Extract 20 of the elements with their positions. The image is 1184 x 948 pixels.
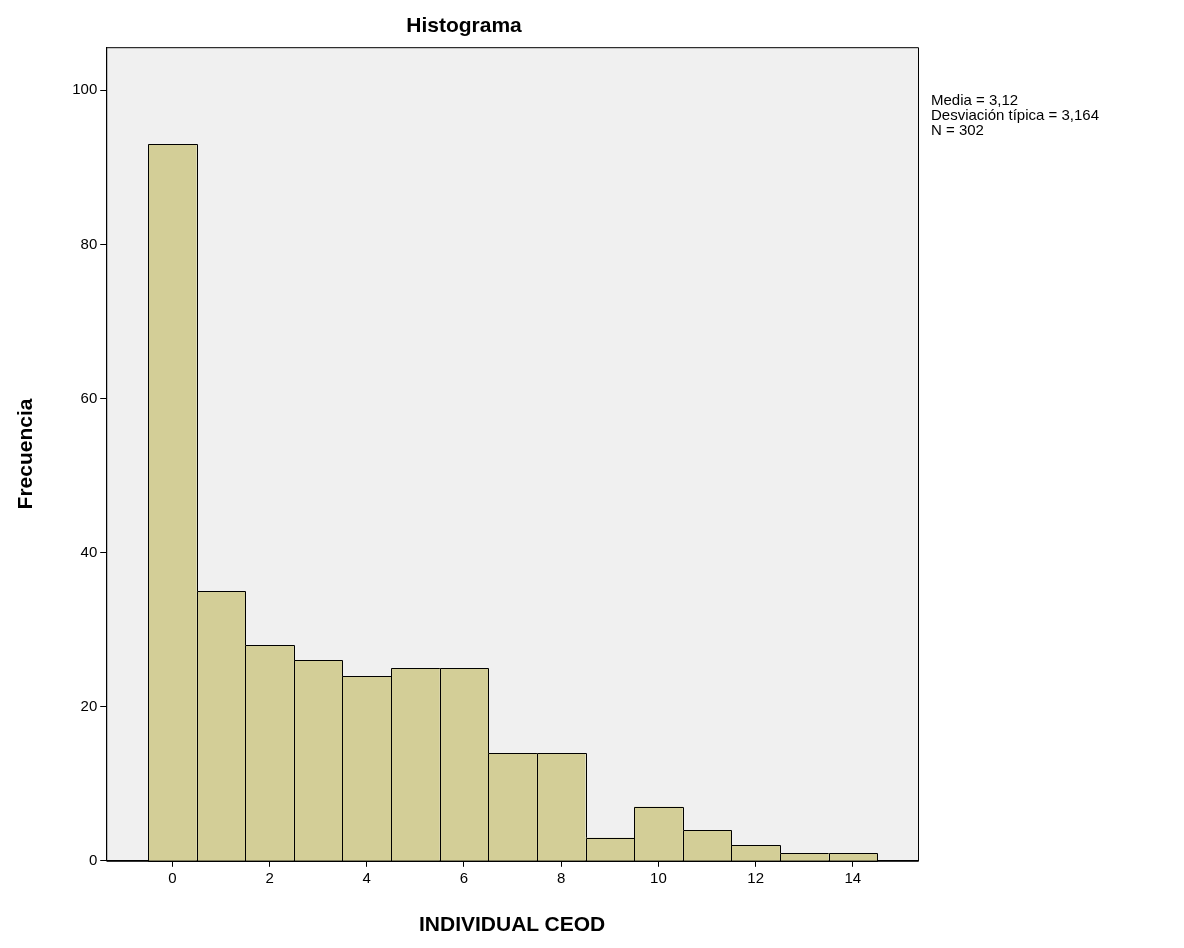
y-tick-label: 20 <box>80 696 98 714</box>
text: Desviación típica = 3,164 <box>931 106 1100 123</box>
x-tick-label: 10 <box>650 868 667 886</box>
y-tick-label: 100 <box>72 80 98 98</box>
x-tick-label: 14 <box>844 868 862 886</box>
x-tick-label: 8 <box>557 868 566 886</box>
text: Media = 3,12 <box>931 91 1020 108</box>
x-tick-label: 4 <box>362 868 371 886</box>
y-tick-label: 40 <box>80 542 98 560</box>
text: N = 302 <box>931 121 985 138</box>
y-tick-label: 0 <box>88 850 98 868</box>
x-tick-label: 6 <box>459 868 469 886</box>
x-tick-label: 2 <box>265 868 274 886</box>
x-axis-title: INDIVIDUAL CEOD <box>418 912 606 936</box>
chart-title: Histograma <box>406 13 523 37</box>
y-axis-title: Frecuencia <box>13 398 37 510</box>
y-tick-label: 60 <box>80 388 98 406</box>
y-tick-label: 80 <box>80 234 98 252</box>
x-tick-label: 12 <box>747 868 764 886</box>
x-tick-label: 0 <box>168 868 177 886</box>
